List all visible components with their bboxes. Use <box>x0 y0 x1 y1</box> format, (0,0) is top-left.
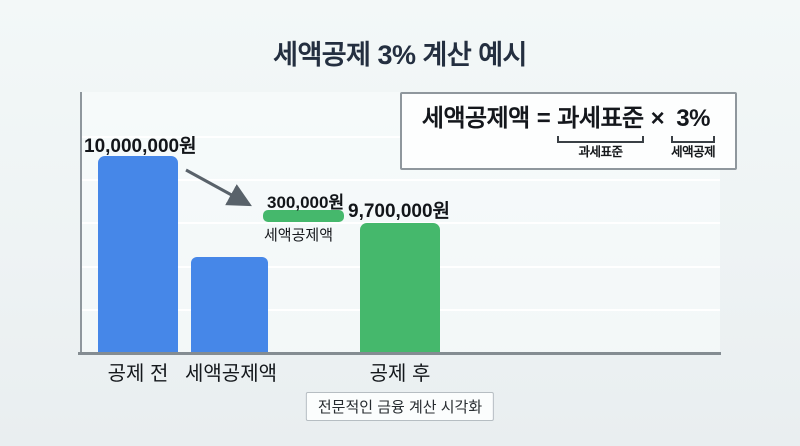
arrow-icon <box>185 168 252 207</box>
formula-term2-group: 3% 세액공제 <box>671 105 716 159</box>
y-axis-line <box>80 92 82 354</box>
formula-term1-group: 과세표준 과세표준 <box>557 105 644 159</box>
page-title: 세액공제 3% 계산 예시 <box>273 40 527 70</box>
value-label-before: 10,000,000원 <box>84 136 197 157</box>
gridline <box>80 179 720 181</box>
formula-lhs: 세액공제액 <box>421 105 530 132</box>
bar-tax-credit <box>191 257 268 353</box>
x-label-after-deduction: 공제 후 <box>369 363 431 385</box>
annotation-mini-bar <box>263 210 344 222</box>
formula-term1: 과세표준 <box>557 105 644 132</box>
bar-after-deduction <box>360 223 440 353</box>
formula-term2: 3% <box>676 105 710 132</box>
formula-multiply: × <box>650 105 665 132</box>
x-label-tax-credit: 세액공제액 <box>185 363 277 385</box>
x-axis-line <box>78 352 721 355</box>
underbrace-icon <box>671 135 716 143</box>
formula-term2-caption: 세액공제 <box>671 144 716 159</box>
caption-badge: 전문적인 금융 계산 시각화 <box>305 392 495 421</box>
formula-box: 세액공제액 = 과세표준 과세표준 × 3% 세액공제 <box>400 92 737 170</box>
bar-before-deduction <box>98 156 178 353</box>
x-label-before-deduction: 공제 전 <box>107 363 169 385</box>
underbrace-icon <box>557 135 644 143</box>
annotation-value-label: 300,000원 <box>267 193 345 212</box>
formula-equals: = <box>536 105 551 132</box>
annotation-name-label: 세액공제액 <box>264 227 334 244</box>
formula: 세액공제액 = 과세표준 과세표준 × 3% 세액공제 <box>421 105 716 168</box>
formula-term1-caption: 과세표준 <box>578 144 623 159</box>
value-label-after: 9,700,000원 <box>348 201 451 222</box>
